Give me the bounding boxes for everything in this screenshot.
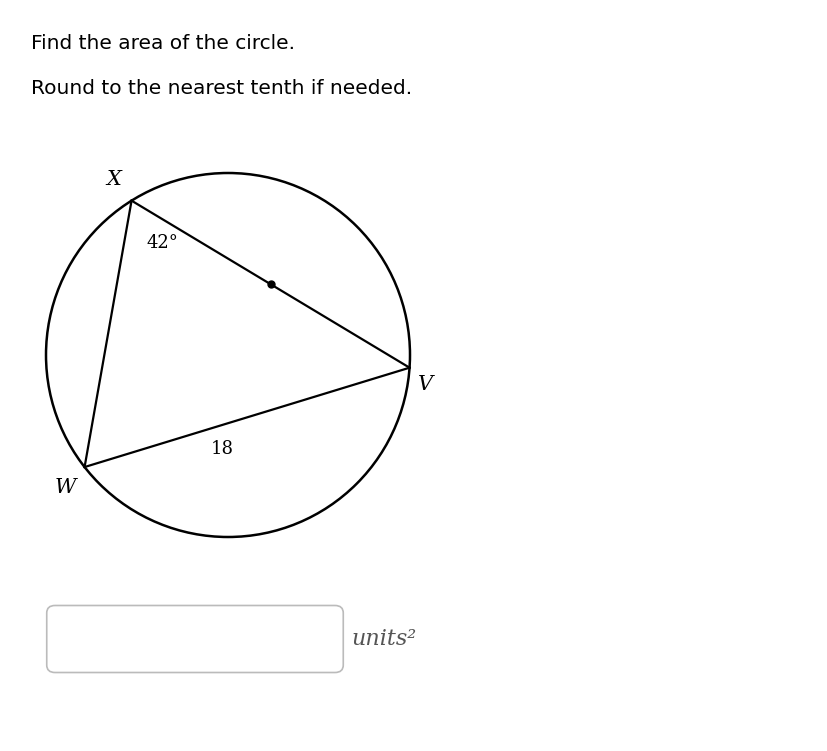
Text: 42°: 42°: [146, 234, 179, 252]
Text: W: W: [55, 478, 76, 497]
Text: units²: units²: [351, 628, 417, 650]
Text: V: V: [418, 376, 433, 394]
Text: Round to the nearest tenth if needed.: Round to the nearest tenth if needed.: [31, 79, 413, 98]
FancyBboxPatch shape: [47, 605, 343, 672]
Text: Find the area of the circle.: Find the area of the circle.: [31, 34, 295, 53]
Text: X: X: [107, 170, 122, 189]
Text: 18: 18: [211, 440, 234, 458]
